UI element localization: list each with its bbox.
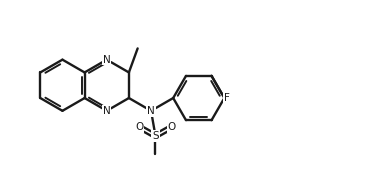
Text: O: O <box>135 122 144 132</box>
Text: O: O <box>167 122 176 132</box>
Text: N: N <box>103 106 111 116</box>
Text: S: S <box>152 131 159 141</box>
Text: N: N <box>147 106 155 116</box>
Text: N: N <box>103 55 111 65</box>
Text: F: F <box>224 93 230 103</box>
